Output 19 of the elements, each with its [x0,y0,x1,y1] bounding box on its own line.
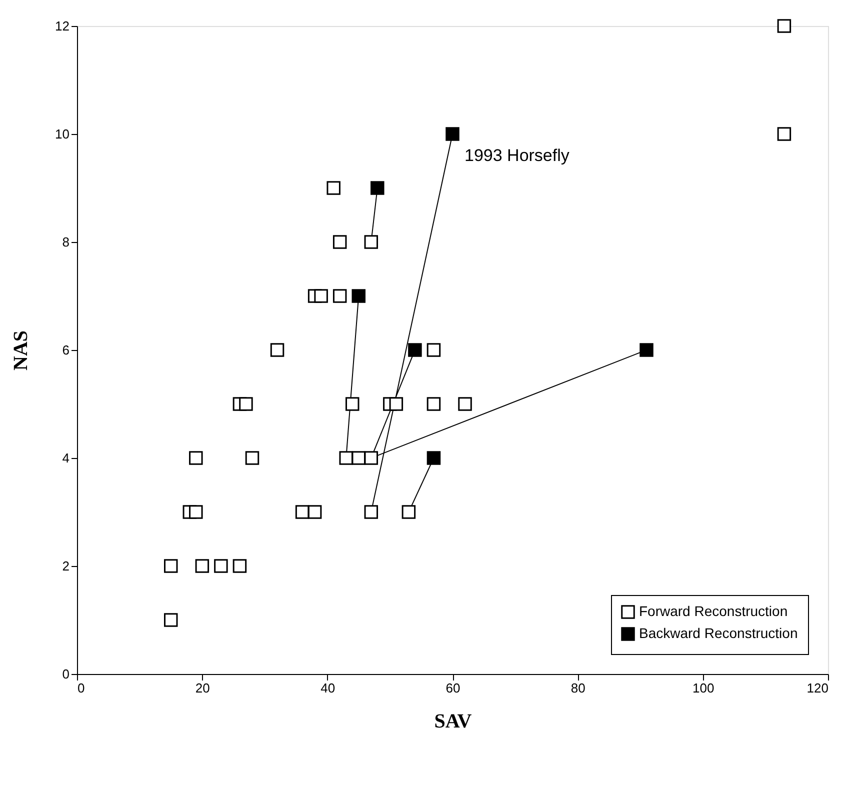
x-tick-label: 40 [320,680,336,696]
x-axis-title: SAV [434,710,472,732]
x-tick-label: 0 [78,680,85,696]
y-tick-label: 0 [62,666,70,682]
x-tick-label: 120 [806,680,828,696]
y-tick-label: 4 [62,450,70,466]
y-tick-label: 10 [55,126,70,142]
x-tick-label: 20 [195,680,210,696]
y-axis-title: NAS [10,330,32,371]
x-tick-label: 80 [570,680,586,696]
y-tick-label: 2 [62,558,70,574]
x-tick-label: 100 [692,680,714,696]
legend-label: Forward Reconstruction [639,603,788,619]
legend-label: Backward Reconstruction [639,625,798,641]
annotation: 1993 Horsefly [464,146,570,165]
y-tick-label: 6 [62,342,70,358]
x-tick-label: 60 [446,680,460,696]
y-tick-label: 12 [55,18,70,34]
y-tick-label: 8 [62,234,70,250]
